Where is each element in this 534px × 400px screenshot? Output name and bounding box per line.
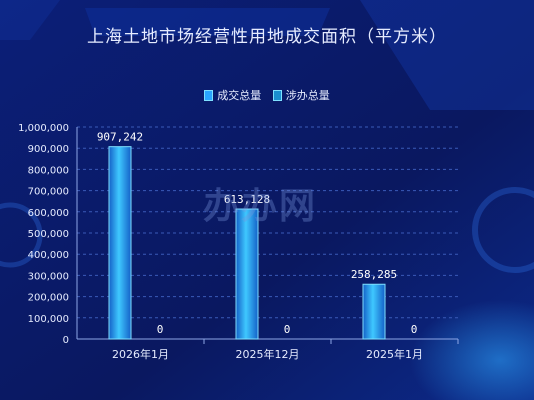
title-banner (85, 8, 330, 36)
y-tick-label: 1,000,000 (18, 123, 69, 134)
y-tick-label: 800,000 (28, 165, 69, 176)
y-tick-label: 100,000 (28, 314, 69, 325)
data-label: 0 (411, 323, 418, 336)
data-label: 613,128 (224, 193, 270, 206)
y-tick-label: 500,000 (28, 229, 69, 240)
legend: 成交总量 涉办总量 (0, 87, 534, 104)
bar-1[interactable] (108, 146, 132, 340)
legend-item-series-2[interactable]: 涉办总量 (272, 87, 330, 103)
y-tick-label: 700,000 (28, 187, 69, 198)
data-label: 258,285 (351, 268, 397, 281)
x-tick-label: 2025年1月 (366, 347, 423, 361)
y-tick-label: 300,000 (28, 271, 69, 282)
bar-1[interactable] (362, 283, 386, 340)
legend-label-series-2: 涉办总量 (285, 89, 330, 102)
bar-1[interactable] (235, 208, 259, 340)
x-tick-label: 2025年12月 (236, 347, 300, 361)
data-labels: 907,242 0 613,128 0 258,285 0 (97, 131, 417, 336)
corner-decoration (360, 0, 534, 110)
x-axis: 2026年1月 2025年12月 2025年1月 (77, 338, 459, 361)
x-tick-label: 2026年1月 (112, 347, 169, 361)
glow-decoration (410, 300, 534, 400)
ring-decoration-left (0, 202, 43, 268)
data-label: 0 (157, 323, 164, 336)
y-tick-label: 400,000 (28, 250, 69, 261)
ring-decoration (472, 187, 534, 273)
legend-swatch-series-1 (204, 89, 214, 101)
bars (108, 146, 386, 340)
data-label: 0 (284, 323, 291, 336)
chart-title: 上海土地市场经营性用地成交面积（平方米） (87, 27, 447, 47)
y-tick-label: 0 (63, 335, 69, 346)
y-tick-label: 900,000 (28, 144, 69, 155)
corner-decoration-left (0, 0, 60, 40)
legend-item-series-1[interactable]: 成交总量 (204, 87, 261, 103)
y-tick-label: 200,000 (28, 293, 69, 304)
legend-swatch-series-2 (272, 89, 282, 101)
watermark: 办办网 (203, 186, 318, 227)
data-label: 907,242 (97, 131, 143, 144)
y-axis: 0 100,000 200,000 300,000 400,000 500,000 600,… (18, 123, 78, 346)
y-tick-label: 600,000 (28, 208, 69, 219)
legend-label-series-1: 成交总量 (217, 89, 262, 102)
